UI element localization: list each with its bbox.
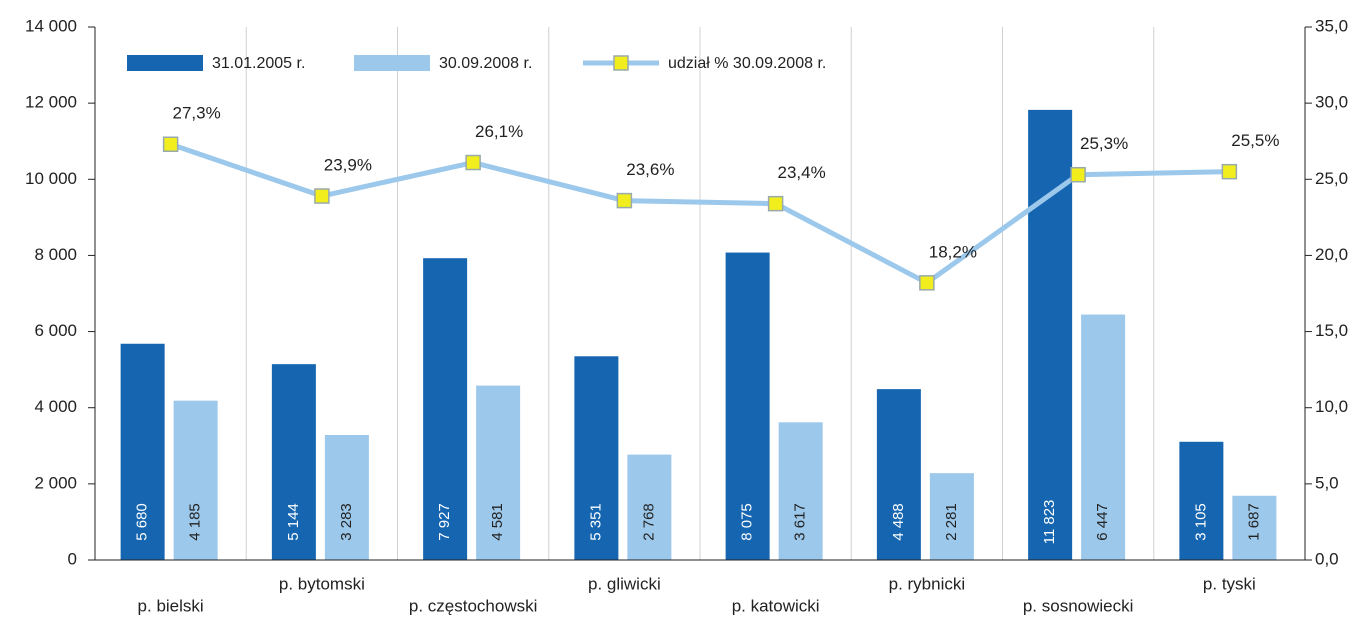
x-tick-label: p. częstochowski (409, 596, 538, 615)
bar-value-label: 2 768 (640, 503, 657, 541)
bar-value-label: 1 687 (1245, 503, 1262, 541)
line-value-label: 25,3% (1080, 134, 1128, 153)
y2-tick-label: 10,0 (1315, 397, 1348, 416)
bar (271, 364, 316, 560)
line-marker (616, 192, 633, 209)
line-value-label: 25,5% (1231, 131, 1279, 150)
y-tick-label: 10 000 (25, 169, 77, 188)
y2-tick-label: 20,0 (1315, 245, 1348, 264)
bar-value-label: 5 144 (285, 503, 302, 541)
line-marker (314, 188, 330, 204)
x-tick-label: p. bielski (138, 596, 204, 615)
line-value-label: 18,2% (929, 242, 977, 261)
line-value-label: 23,9% (324, 156, 372, 175)
legend-label: udział % 30.09.2008 r. (668, 55, 826, 72)
bar (574, 356, 619, 560)
bar-value-label: 11 823 (1041, 500, 1058, 545)
y-tick-label: 12 000 (25, 93, 77, 112)
bar-value-label: 8 075 (739, 503, 756, 541)
bar (120, 343, 165, 560)
bar-value-label: 5 351 (587, 503, 604, 541)
line-value-label: 23,6% (626, 160, 674, 179)
line-marker (1070, 166, 1086, 183)
legend-swatch (127, 55, 203, 71)
y-tick-label: 6 000 (34, 321, 77, 340)
legend-label: 30.09.2008 r. (439, 55, 532, 72)
bar-value-label: 5 680 (134, 503, 151, 541)
y-tick-label: 2 000 (34, 473, 77, 492)
line-marker (919, 275, 935, 291)
bar-value-label: 4 488 (890, 503, 907, 541)
bar-value-label: 3 283 (338, 503, 355, 541)
y-tick-label: 4 000 (34, 397, 77, 416)
bar-value-label: 7 927 (436, 503, 453, 541)
bar-value-label: 3 617 (792, 503, 809, 541)
x-tick-label: p. bytomski (279, 574, 365, 593)
bar-value-label: 3 105 (1192, 503, 1209, 541)
x-tick-label: p. tyski (1203, 574, 1256, 593)
bar (929, 473, 974, 560)
legend-swatch (354, 55, 430, 71)
legend-label: 31.01.2005 r. (212, 55, 305, 72)
bar (1232, 495, 1277, 560)
x-tick-label: p. sosnowiecki (1023, 596, 1134, 615)
bar-value-label: 4 581 (489, 503, 506, 541)
line-value-label: 26,1% (475, 122, 523, 141)
x-tick-label: p. gliwicki (588, 574, 661, 593)
line-series (169, 141, 1230, 286)
line-marker (465, 154, 481, 171)
bar (1028, 109, 1073, 560)
y-tick-label: 8 000 (34, 245, 77, 264)
bar (725, 252, 770, 560)
bar-value-label: 2 281 (943, 503, 960, 541)
y2-tick-label: 0,0 (1315, 549, 1339, 568)
x-tick-label: p. katowicki (732, 596, 820, 615)
y2-tick-label: 25,0 (1315, 169, 1348, 188)
bar (324, 435, 369, 560)
line-marker (1221, 163, 1238, 180)
x-tick-label: p. rybnicki (889, 574, 966, 593)
y-tick-label: 0 (68, 549, 77, 568)
bar-value-label: 6 447 (1094, 503, 1111, 541)
y2-tick-label: 35,0 (1315, 16, 1348, 35)
legend-marker (613, 55, 629, 71)
bar (173, 400, 218, 560)
line-value-label: 23,4% (778, 163, 826, 182)
y2-tick-label: 30,0 (1315, 93, 1348, 112)
bar (476, 385, 521, 560)
y2-tick-label: 15,0 (1315, 321, 1348, 340)
y2-tick-label: 5,0 (1315, 473, 1339, 492)
bar-value-label: 4 185 (187, 503, 204, 541)
line-marker (767, 195, 784, 212)
y-tick-label: 14 000 (25, 16, 77, 35)
bar (1081, 314, 1126, 560)
bar (778, 422, 823, 560)
bar (423, 258, 468, 560)
bar (627, 454, 672, 560)
line-marker (162, 136, 179, 153)
bar (876, 389, 921, 560)
line-value-label: 27,3% (173, 104, 221, 123)
bar (1179, 441, 1224, 560)
